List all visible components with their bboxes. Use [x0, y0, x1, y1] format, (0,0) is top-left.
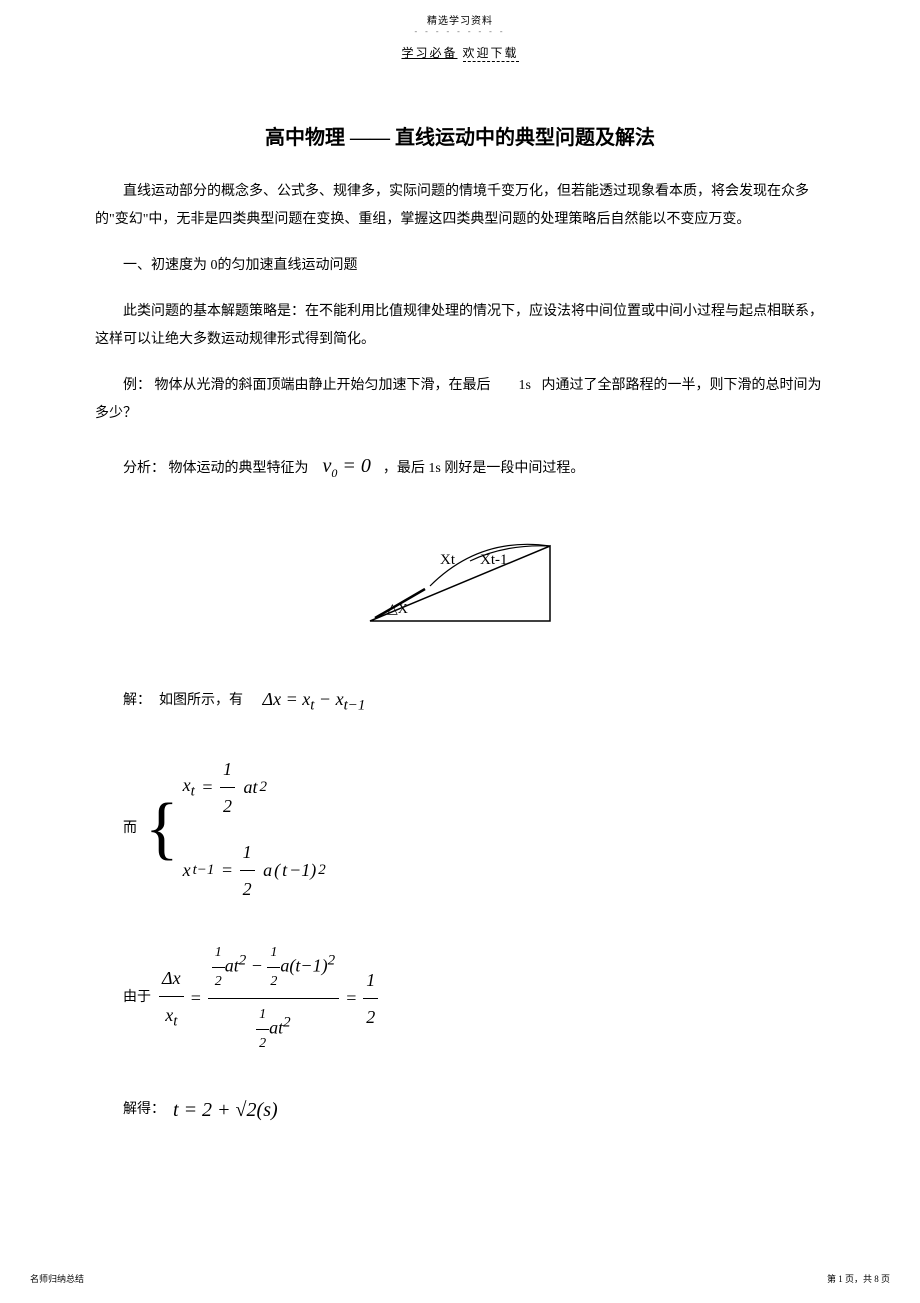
footer-right: 第 1 页，共 8 页: [827, 1272, 890, 1285]
example-paragraph: 例： 物体从光滑的斜面顶端由静止开始匀加速下滑，在最后 1s 内通过了全部路程的…: [95, 372, 825, 428]
diagram-xt1-label: Xt-1: [480, 552, 508, 568]
equation-system: 而 { xt = 12 at2 xt−1 = 12 a(t−1)2: [123, 751, 825, 907]
example-text1: 物体从光滑的斜面顶端由静止开始匀加速下滑，在最后: [155, 378, 491, 393]
analysis-text: 物体运动的典型特征为: [169, 461, 309, 476]
analysis-label: 分析：: [123, 461, 165, 476]
solution-text: 如图所示，有: [159, 687, 243, 715]
intro-paragraph: 直线运动部分的概念多、公式多、规律多，实际问题的情境千变万化，但若能透过现象看本…: [95, 178, 825, 234]
incline-svg: Xt Xt-1 △X: [340, 516, 580, 636]
example-label: 例：: [123, 378, 151, 393]
youyu-label: 由于: [123, 984, 151, 1012]
final-answer: t = 2 + √2(s): [173, 1090, 278, 1130]
solution-label: 解：: [123, 687, 151, 715]
eq-system-2: xt−1 = 12 a(t−1)2: [183, 834, 326, 907]
ratio-equation-block: 由于 Δxxt = 12at2 − 12a(t−1)2 12at2 = 12: [123, 937, 825, 1060]
brace-equation: { xt = 12 at2 xt−1 = 12 a(t−1)2: [145, 751, 326, 907]
analysis-paragraph: 分析： 物体运动的典型特征为 v0 = 0 ，最后 1s 刚好是一段中间过程。: [95, 446, 825, 486]
solution-eq1: Δx = xt − xt−1: [263, 681, 366, 721]
top-header-dots: - - - - - - - - -: [0, 27, 920, 36]
section1-title: 一、初速度为 0的匀加速直线运动问题: [95, 252, 825, 280]
eq-system-1: xt = 12 at2: [183, 751, 326, 824]
left-brace: {: [145, 801, 179, 857]
sub-header-left: 学习必备: [401, 46, 457, 60]
er-label: 而: [123, 815, 137, 843]
jiede-label: 解得：: [123, 1096, 165, 1124]
top-header-label: 精选学习资料: [0, 0, 920, 27]
final-answer-block: 解得： t = 2 + √2(s): [123, 1090, 825, 1130]
solution-line: 解： 如图所示，有 Δx = xt − xt−1: [123, 681, 825, 721]
page-content: 高中物理 —— 直线运动中的典型问题及解法 直线运动部分的概念多、公式多、规律多…: [0, 61, 920, 1130]
analysis-text2: ，最后 1s 刚好是一段中间过程。: [383, 461, 584, 476]
example-time: 1s: [519, 378, 531, 393]
sub-header: 学习必备 欢迎下载: [0, 44, 920, 61]
footer-left: 名师归纳总结: [30, 1272, 84, 1285]
page-title: 高中物理 —— 直线运动中的典型问题及解法: [95, 121, 825, 150]
sub-header-right: 欢迎下载: [463, 46, 519, 62]
diagram-xt-label: Xt: [440, 552, 456, 568]
incline-diagram: Xt Xt-1 △X: [95, 516, 825, 641]
analysis-formula: v0 = 0: [323, 455, 376, 477]
ratio-equation: Δxxt = 12at2 − 12a(t−1)2 12at2 = 12: [159, 937, 378, 1060]
section1-description: 此类问题的基本解题策略是：在不能利用比值规律处理的情况下，应设法将中间位置或中间…: [95, 298, 825, 354]
